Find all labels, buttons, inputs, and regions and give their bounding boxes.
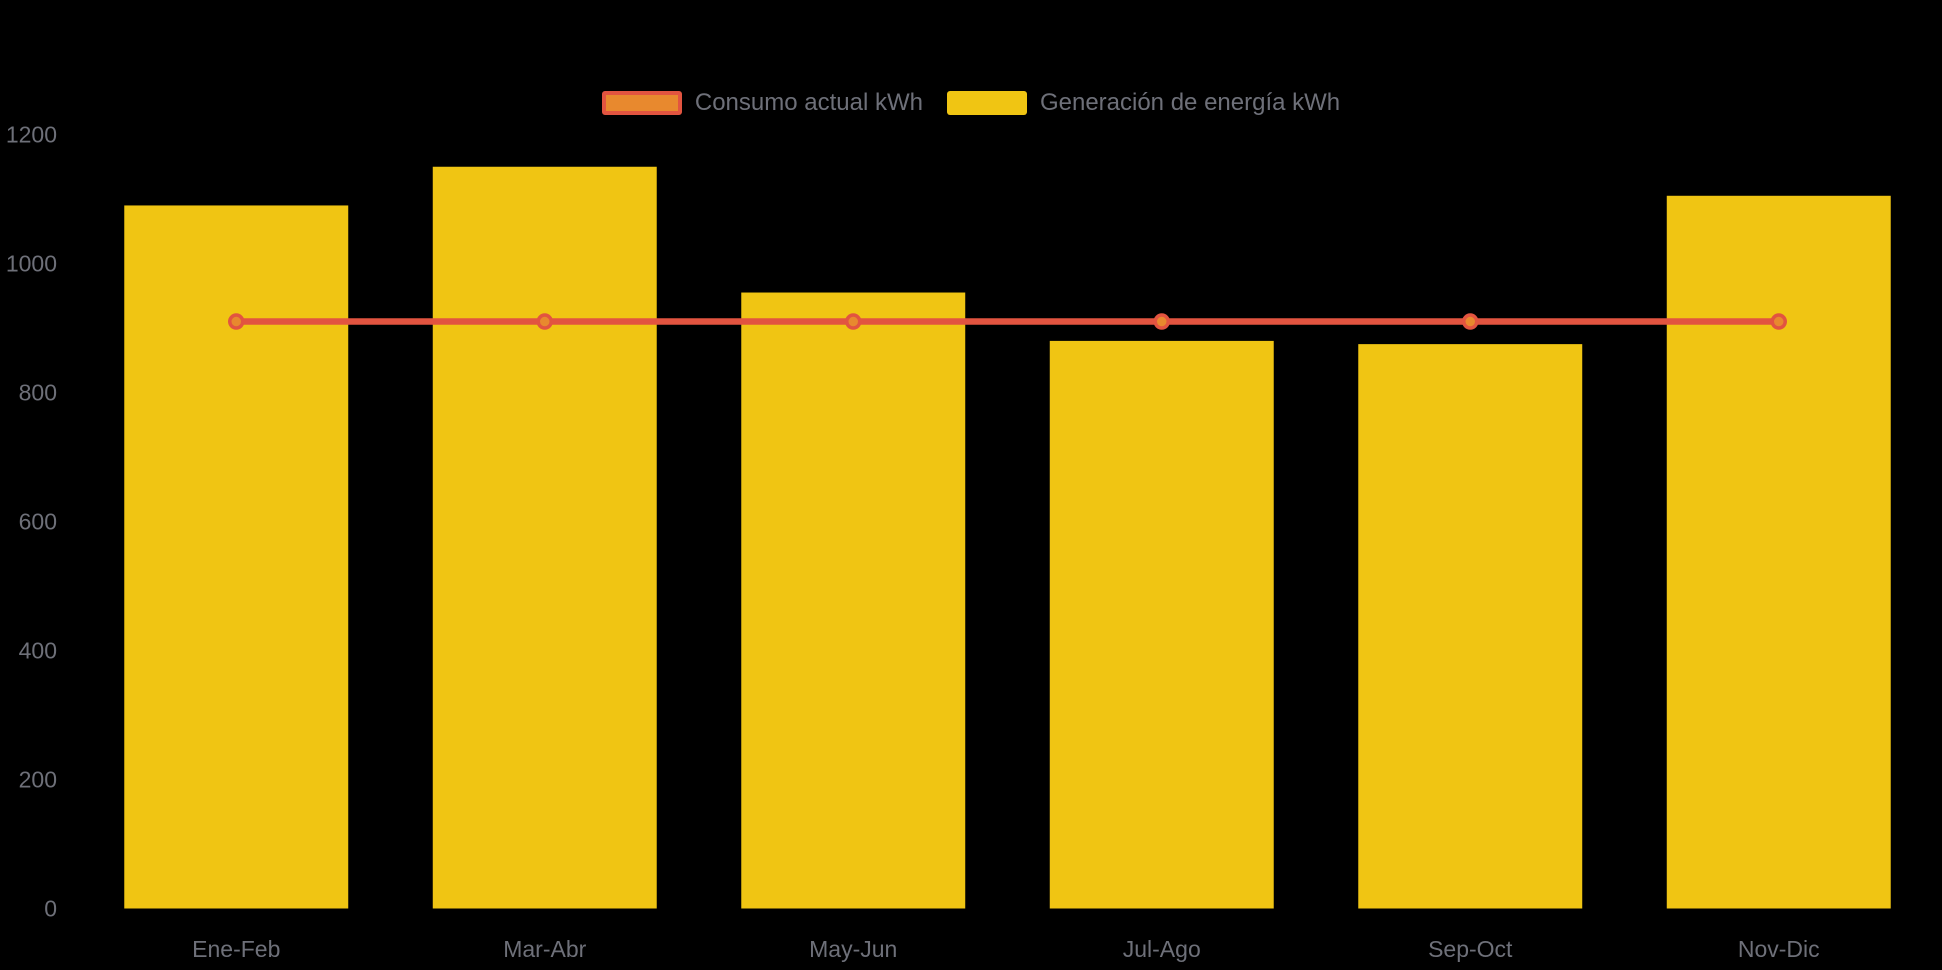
legend-swatch-bar-series xyxy=(946,91,1027,115)
line-marker-mar-abr[interactable] xyxy=(536,313,553,330)
bar-sep-oct[interactable] xyxy=(1358,344,1583,909)
y-axis-label: 1000 xyxy=(6,251,57,277)
x-axis-label: Mar-Abr xyxy=(503,936,586,962)
legend-item-consumo-actual[interactable]: Consumo actual kWh xyxy=(601,89,923,116)
bar-mar-abr[interactable] xyxy=(432,166,657,909)
bar-ene-feb[interactable] xyxy=(124,205,349,909)
legend-item-generacion-energia[interactable]: Generación de energía kWh xyxy=(946,89,1341,116)
line-marker-ene-feb[interactable] xyxy=(228,313,245,330)
y-axis-label: 400 xyxy=(19,638,57,664)
bar-may-jun[interactable] xyxy=(741,292,966,909)
legend: Consumo actual kWh Generación de energía… xyxy=(0,91,1942,115)
legend-label-consumo-actual: Consumo actual kWh xyxy=(694,89,923,116)
legend-swatch-line-series xyxy=(601,91,682,115)
legend-label-generacion-energia: Generación de energía kWh xyxy=(1039,89,1341,116)
x-axis-label: Ene-Feb xyxy=(192,936,280,962)
y-axis-label: 0 xyxy=(44,896,57,922)
x-axis-label: Jul-Ago xyxy=(1123,936,1201,962)
x-axis-label: May-Jun xyxy=(809,936,897,962)
y-axis-label: 600 xyxy=(19,509,57,535)
y-axis-label: 1200 xyxy=(6,122,57,148)
line-marker-jul-ago[interactable] xyxy=(1153,313,1170,330)
y-axis-label: 800 xyxy=(19,380,57,406)
y-axis-label: 200 xyxy=(19,767,57,793)
bar-jul-ago[interactable] xyxy=(1049,340,1274,909)
line-marker-sep-oct[interactable] xyxy=(1462,313,1479,330)
line-marker-nov-dic[interactable] xyxy=(1770,313,1787,330)
x-axis-label: Sep-Oct xyxy=(1428,936,1513,962)
x-axis-label: Nov-Dic xyxy=(1738,936,1820,962)
line-marker-may-jun[interactable] xyxy=(845,313,862,330)
bar-nov-dic[interactable] xyxy=(1666,195,1891,909)
